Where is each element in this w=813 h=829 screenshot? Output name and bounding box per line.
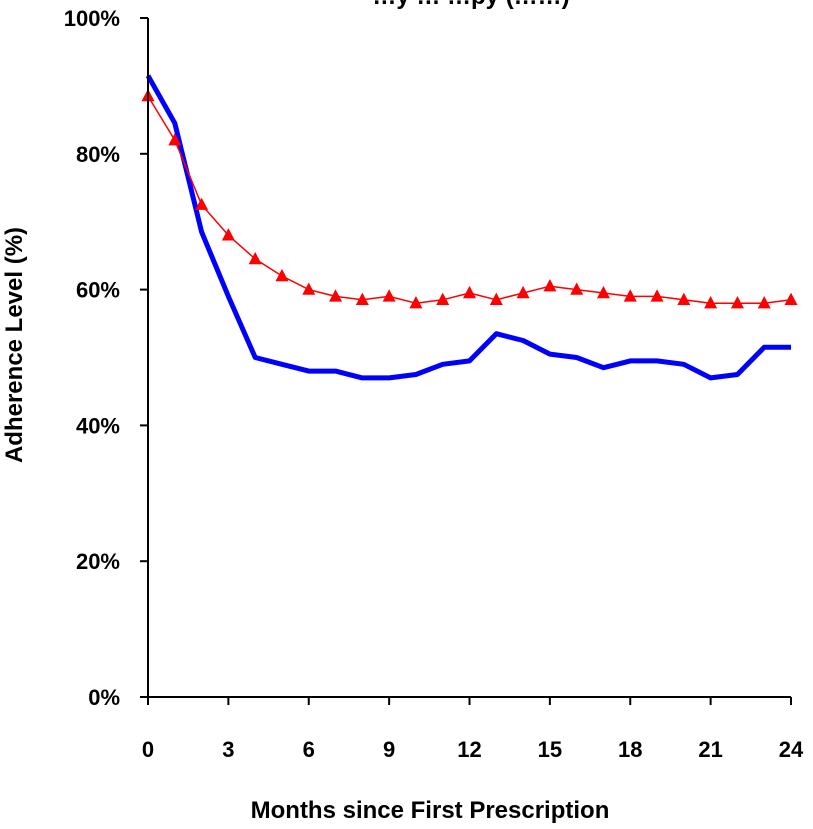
series-2-point [302,282,316,295]
chart-title: …y … …py (……) [372,0,569,10]
x-tick-label: 21 [698,737,722,762]
series-2-point [275,268,289,282]
x-tick-label: 24 [779,737,804,762]
series-2-point [489,292,503,305]
y-axis-title: Adherence Level (%) [1,227,28,463]
x-tick-label: 12 [457,737,481,762]
series-2-point [195,197,209,210]
series-2-point [730,296,744,309]
y-tick-label: 100% [64,6,120,31]
x-axis-ticks: 0 3 6 9 12 15 18 21 24 [142,697,804,762]
series-2-point [355,292,369,305]
series-2-point [463,285,476,299]
series-2-point [677,292,691,305]
x-tick-label: 18 [618,737,642,762]
series-2-point [382,289,396,302]
plot-area [141,74,798,381]
series-1-line [145,74,791,381]
series-2-point [623,289,637,302]
series-2-point [596,285,610,299]
y-tick-label: 0% [88,685,120,710]
series-2-point [704,296,718,309]
y-axis-ticks: 0% 20% 40% 60% 80% 100% [64,6,148,710]
y-tick-label: 60% [76,278,120,303]
series-2-point [248,251,262,265]
y-tick-label: 40% [76,413,120,438]
x-tick-label: 9 [383,737,395,762]
series-2-point [516,285,530,299]
series-2-point [409,296,423,309]
series-2-point [436,292,450,305]
y-tick-label: 20% [76,549,120,574]
series-2-point [543,279,557,292]
series-2-point [784,292,798,305]
series-2-point [650,289,664,302]
y-tick-label: 80% [76,142,120,167]
series-2-point [570,282,584,295]
series-2-point [221,228,235,241]
x-axis-title: Months since First Prescription [251,797,610,824]
x-tick-label: 15 [538,737,562,762]
x-tick-label: 0 [142,737,154,762]
x-tick-label: 3 [222,737,234,762]
series-2-point [168,133,182,146]
x-tick-label: 6 [303,737,315,762]
series-2-point [329,289,343,302]
series-2-line [147,95,792,304]
series-2-point [757,296,771,309]
